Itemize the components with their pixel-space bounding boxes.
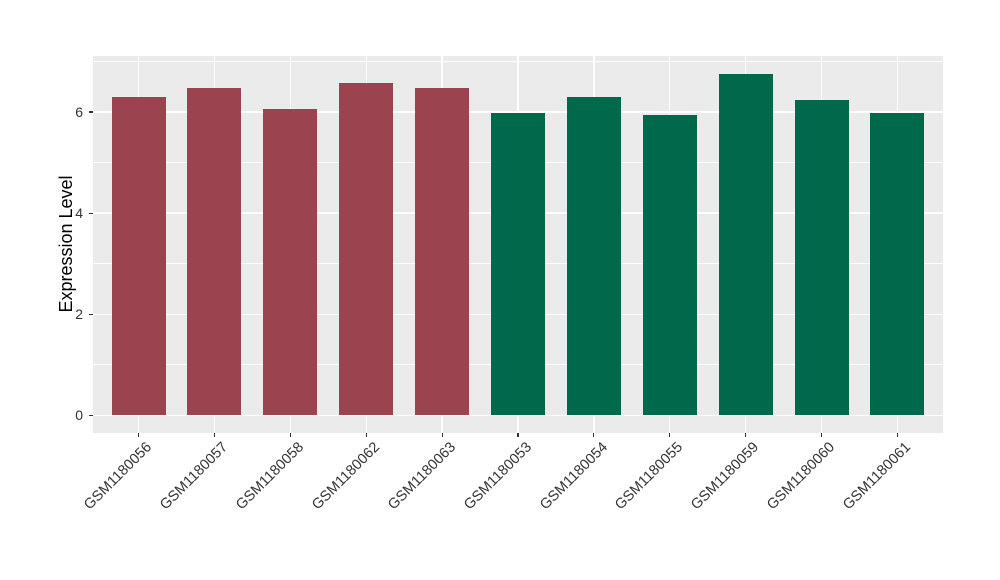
x-tick-label: GSM1180053: [460, 439, 535, 514]
x-tick-mark: [441, 432, 443, 437]
bar: [339, 83, 394, 416]
x-tick-label: GSM1180060: [764, 439, 839, 514]
x-tick-label: GSM1180055: [612, 439, 687, 514]
y-tick-label: 4: [75, 205, 83, 222]
x-tick-label: GSM1180057: [157, 439, 232, 514]
x-tick-mark: [820, 432, 823, 437]
x-tick-mark: [896, 432, 899, 437]
y-tick-mark: [88, 212, 93, 214]
x-tick-label: GSM1180059: [688, 439, 763, 514]
y-tick-label: 6: [75, 104, 83, 121]
x-tick-label: GSM1180058: [233, 439, 307, 514]
y-axis-title: Expression Level: [56, 175, 76, 313]
x-tick-mark: [669, 432, 671, 437]
x-tick-mark: [289, 432, 291, 437]
plot-panel: [93, 56, 943, 433]
x-tick-label: GSM1180054: [536, 439, 611, 514]
y-tick-label: 2: [75, 306, 83, 323]
x-tick-mark: [745, 432, 747, 437]
x-tick-mark: [593, 432, 595, 437]
x-tick-mark: [517, 432, 519, 437]
bar: [491, 112, 545, 416]
bar: [415, 87, 470, 416]
y-tick-mark: [88, 414, 93, 416]
x-tick-label: GSM1180063: [384, 439, 459, 514]
y-tick-mark: [88, 111, 93, 113]
x-tick-mark: [137, 432, 140, 437]
bar: [870, 113, 925, 416]
x-tick-label: GSM1180061: [840, 439, 915, 514]
bar: [111, 96, 166, 416]
x-tick-mark: [365, 432, 367, 437]
bar: [794, 99, 849, 416]
bar: [718, 73, 773, 416]
x-tick-mark: [213, 432, 216, 437]
bar: [263, 108, 318, 416]
x-tick-label: GSM1180056: [81, 439, 156, 514]
y-tick-label: 0: [75, 407, 83, 424]
bar: [642, 115, 697, 416]
y-tick-mark: [88, 313, 93, 315]
x-tick-label: GSM1180062: [308, 439, 383, 514]
bar: [187, 87, 242, 416]
bar: [566, 96, 621, 416]
